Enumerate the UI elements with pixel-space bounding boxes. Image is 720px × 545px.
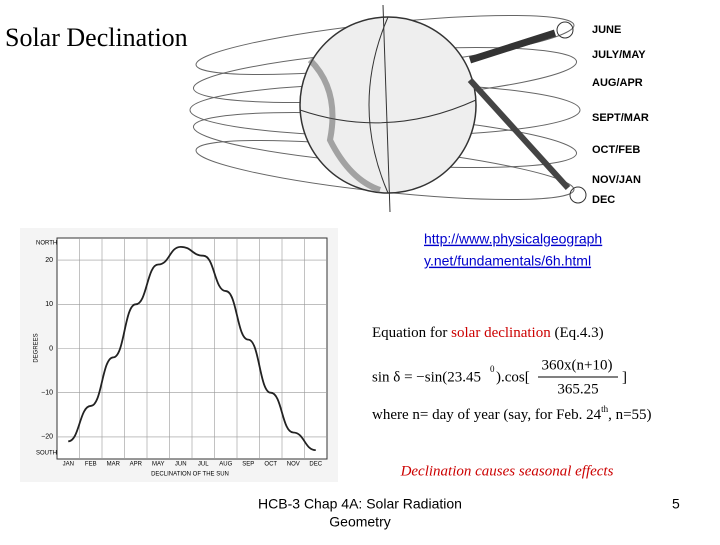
y-tick-label: 0 (49, 345, 53, 352)
x-tick-label: OCT (264, 462, 277, 468)
link[interactable]: y.net/fundamentals/6h.html (424, 253, 591, 269)
orbit-label: JULY/MAY (592, 49, 646, 61)
y-tick-label: −20 (41, 434, 53, 441)
slide-title: Solar Declination (5, 23, 188, 52)
x-tick-label: JUL (198, 462, 209, 468)
equation-denominator: 365.25 (557, 381, 598, 397)
x-tick-label: AUG (219, 462, 232, 468)
x-axis-label: DECLINATION OF THE SUN (151, 472, 229, 478)
y-tick-label: 10 (45, 301, 53, 308)
footer: HCB-3 Chap 4A: Solar Radiation (258, 496, 462, 512)
y-axis-label: DEGREES (34, 333, 40, 362)
orbit-label: JUNE (592, 24, 621, 36)
south-label: SOUTH (36, 451, 57, 457)
x-tick-label: MAY (152, 462, 165, 468)
globe-diagram (189, 4, 587, 213)
where-end: , n=55) (608, 407, 651, 423)
equation-left: sin δ = −sin(23.45 (372, 369, 481, 385)
page-number: 5 (672, 496, 680, 512)
orbit-label: NOV/JAN (592, 174, 641, 186)
equation-middle: ).cos[ (496, 369, 530, 385)
x-tick-label: FEB (85, 462, 97, 468)
where-text: where n= day of year (say, for Feb. 24th… (372, 404, 652, 423)
y-tick-label: −10 (41, 390, 53, 397)
heading-text: (Eq.4.3) (554, 325, 603, 341)
orbit-label: SEPT/MAR (592, 112, 649, 124)
footer: Geometry (329, 514, 390, 530)
y-tick-label: 20 (45, 257, 53, 264)
equation-close: ] (622, 369, 627, 385)
x-tick-label: NOV (287, 462, 300, 468)
equation-numerator: 360x(n+10) (542, 357, 613, 373)
orbit-label: OCT/FEB (592, 144, 640, 156)
orbit-label: DEC (592, 194, 615, 206)
north-label: NORTH (36, 241, 57, 247)
equation-heading: Equation for solar declination (Eq.4.3) (372, 325, 604, 341)
x-tick-label: MAR (107, 462, 121, 468)
orbit-label: AUG/APR (592, 77, 643, 89)
caption: Declination causes seasonal effects (400, 463, 614, 479)
x-tick-label: APR (130, 462, 143, 468)
equation-degree: 0 (490, 364, 495, 374)
where-main: where n= day of year (say, for Feb. 24 (372, 407, 602, 423)
declination-curve (67, 245, 316, 452)
x-tick-label: JUN (175, 462, 187, 468)
heading-highlight: solar declination (451, 325, 551, 341)
heading-text: Equation for (372, 325, 447, 341)
x-tick-label: DEC (309, 462, 322, 468)
x-tick-label: JAN (63, 462, 74, 468)
link[interactable]: http://www.physicalgeograph (424, 231, 602, 247)
x-tick-label: SEP (242, 462, 254, 468)
where-suffix: th (601, 404, 609, 414)
